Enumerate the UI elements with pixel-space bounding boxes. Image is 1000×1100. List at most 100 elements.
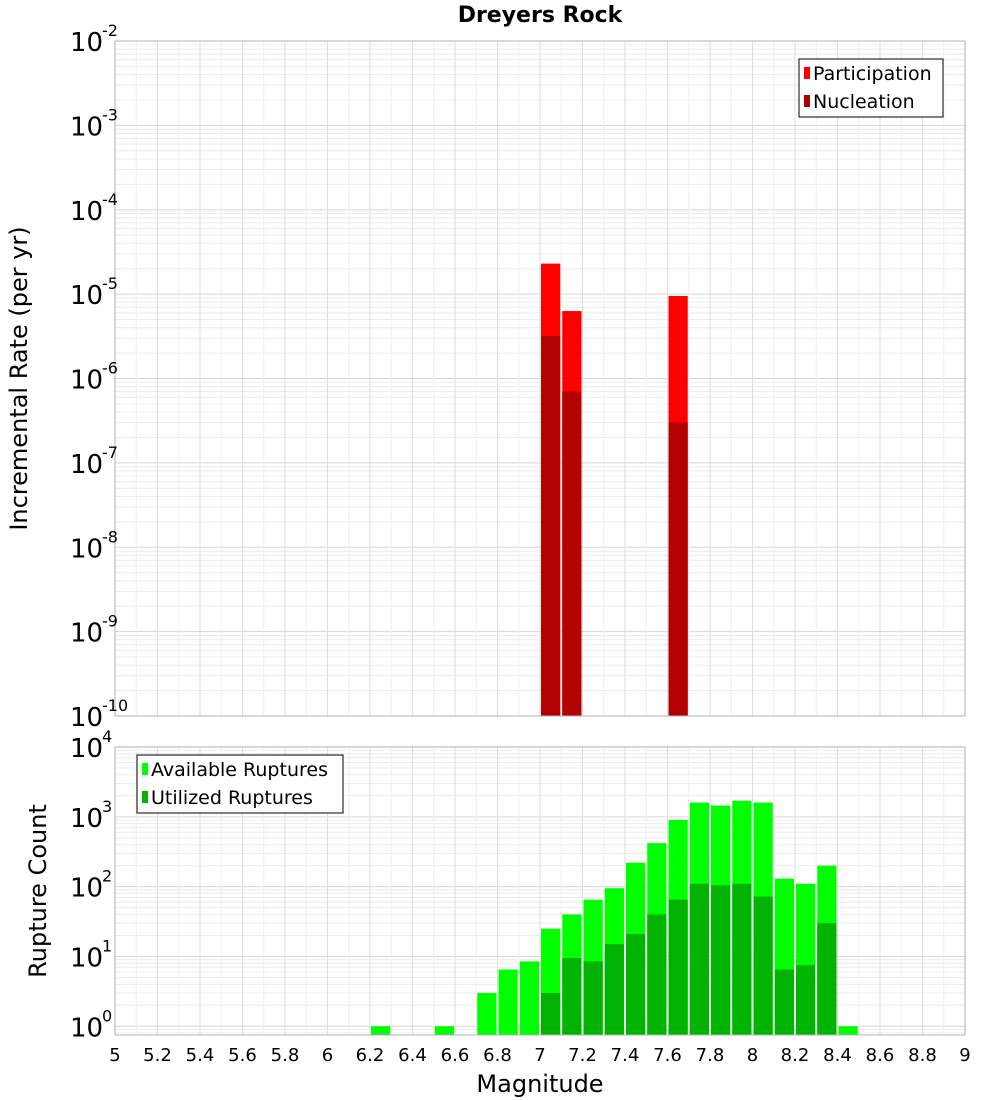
y-tick-exponent: 0 (102, 1006, 112, 1025)
legend-item: Nucleation (804, 91, 915, 113)
x-tick-label: 5 (109, 1045, 120, 1066)
x-tick-label: 7.8 (696, 1045, 725, 1066)
legend-swatch (804, 67, 810, 79)
y-tick-exponent: -10 (102, 696, 128, 715)
y-tick-base: 10 (70, 534, 103, 564)
y-tick-base: 10 (70, 281, 103, 311)
bar (711, 885, 731, 1035)
y-tick-base: 10 (70, 112, 103, 142)
y-tick-exponent: -4 (102, 190, 118, 209)
x-tick-label: 8.4 (823, 1045, 852, 1066)
x-tick-label: 9 (959, 1045, 970, 1066)
y-tick-label: 104 (70, 727, 112, 764)
y-tick-label: 10-8 (70, 527, 118, 564)
y-tick-exponent: 3 (102, 797, 112, 816)
legend: Available Ruptures Utilized Ruptures (136, 754, 344, 814)
bar (371, 1026, 391, 1035)
bar (732, 883, 752, 1035)
y-tick-label: 10-4 (70, 190, 118, 227)
y-tick-base: 10 (70, 28, 103, 58)
bar (541, 335, 561, 716)
chart-title: Dreyers Rock (458, 3, 624, 28)
y-tick-exponent: -5 (102, 274, 118, 293)
y-tick-label: 101 (70, 936, 112, 973)
x-axis-title: Magnitude (476, 1070, 603, 1098)
y-tick-label: 102 (70, 867, 112, 904)
x-tick-label: 6.2 (356, 1045, 385, 1066)
bar (604, 944, 624, 1035)
legend: Participation Nucleation (798, 58, 944, 118)
bar (562, 391, 582, 716)
bar (434, 1026, 454, 1035)
y-tick-exponent: 1 (102, 936, 112, 955)
legend-label: Available Ruptures (151, 759, 328, 781)
x-tick-label: 7.2 (568, 1045, 597, 1066)
y-tick-base: 10 (70, 874, 103, 904)
x-tick-label: 5.2 (143, 1045, 172, 1066)
bar (541, 992, 561, 1035)
x-tick-labels: 5 5.2 5.4 5.6 5.8 6 6.2 6.4 6.6 6.8 7 7.2 7.4 7.6 7.8 8… (109, 1045, 970, 1066)
x-tick-label: 8.6 (866, 1045, 895, 1066)
bar (647, 914, 667, 1035)
legend-box (136, 754, 344, 814)
legend-item: Utilized Ruptures (142, 787, 313, 809)
y-tick-base: 10 (70, 450, 103, 480)
bar (668, 899, 688, 1035)
legend-swatch (804, 95, 810, 107)
y-tick-label: 10-9 (70, 612, 118, 649)
y-tick-base: 10 (70, 943, 103, 973)
plot-panel-1: 10-1010-910-810-710-610-510-410-310-2Inc… (5, 3, 966, 733)
y-tick-base: 10 (70, 619, 103, 649)
x-tick-label: 6.4 (398, 1045, 427, 1066)
y-tick-exponent: 4 (102, 727, 112, 746)
bar (753, 896, 773, 1035)
x-tick-label: 6.8 (483, 1045, 512, 1066)
y-tick-label: 10-10 (70, 696, 128, 733)
x-tick-label: 8.2 (781, 1045, 810, 1066)
bar (562, 958, 582, 1035)
y-tick-exponent: 2 (102, 867, 112, 886)
x-tick-label: 7.4 (611, 1045, 640, 1066)
legend-swatch (142, 763, 148, 775)
grid-lines (114, 41, 966, 717)
legend-label: Utilized Ruptures (151, 787, 313, 809)
bar (498, 969, 518, 1035)
bar (774, 969, 794, 1035)
series-2 (541, 335, 688, 716)
x-tick-label: 6 (322, 1045, 333, 1066)
x-tick-label: 8.8 (908, 1045, 937, 1066)
x-tick-label: 8 (747, 1045, 758, 1066)
y-tick-base: 10 (70, 366, 103, 396)
bar (519, 961, 539, 1035)
y-tick-exponent: -9 (102, 612, 118, 631)
x-tick-label: 6.6 (441, 1045, 470, 1066)
y-tick-base: 10 (70, 197, 103, 227)
y-tick-label: 10-3 (70, 105, 118, 142)
legend-item: Participation (804, 63, 932, 85)
y-axis-title: Incremental Rate (per yr) (5, 226, 33, 530)
x-tick-label: 5.6 (228, 1045, 257, 1066)
y-tick-label: 10-5 (70, 274, 118, 311)
y-tick-exponent: -6 (102, 359, 118, 378)
bar (477, 992, 497, 1035)
legend-swatch (142, 791, 148, 803)
x-tick-label: 5.8 (271, 1045, 300, 1066)
legend-label: Participation (813, 63, 932, 85)
bar (668, 422, 688, 716)
y-tick-base: 10 (70, 1013, 103, 1043)
bar (817, 923, 837, 1035)
series-2 (541, 883, 837, 1035)
y-tick-exponent: -8 (102, 527, 118, 546)
y-tick-exponent: -3 (102, 105, 118, 124)
plot-frame (114, 746, 966, 1036)
y-tick-exponent: -2 (102, 21, 118, 40)
bar (838, 1026, 858, 1035)
legend-label: Nucleation (813, 91, 915, 113)
y-tick-base: 10 (70, 804, 103, 834)
y-tick-label: 10-7 (70, 443, 118, 480)
y-tick-base: 10 (70, 734, 103, 764)
